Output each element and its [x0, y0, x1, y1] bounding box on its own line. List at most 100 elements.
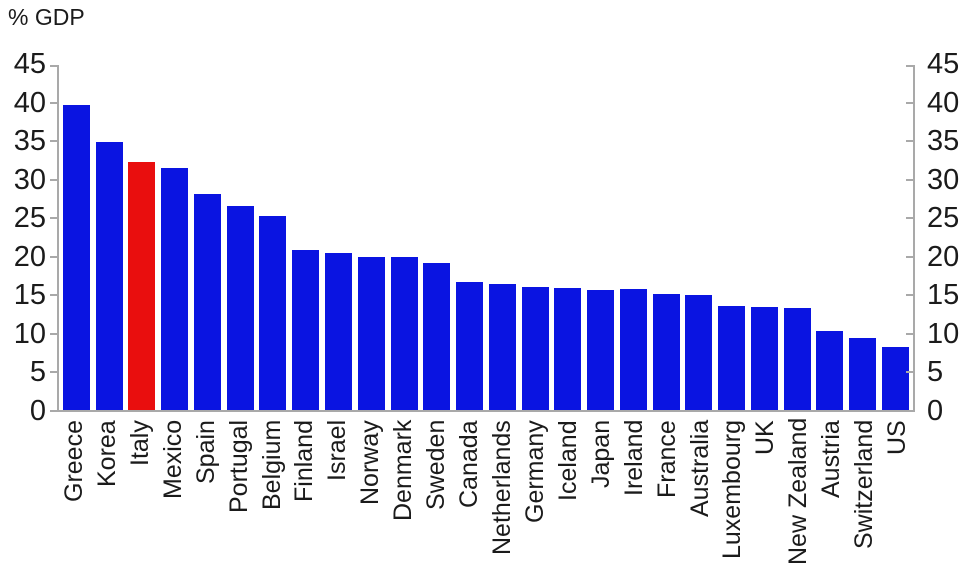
- x-axis-label-new-zealand: New Zealand: [784, 417, 813, 564]
- y-axis-tick-right: [906, 410, 913, 412]
- x-axis-label-greece: Greece: [60, 420, 88, 502]
- y-axis-tick-left: [50, 371, 57, 373]
- y-axis-label-left-5: 5: [29, 356, 46, 388]
- y-axis-label-right-35: 35: [927, 125, 960, 157]
- bar-slot-australia: [683, 295, 716, 410]
- x-axis-label-japan: Japan: [586, 420, 615, 489]
- x-axis-label-portugal: Portugal: [224, 420, 253, 514]
- y-axis-label-left-15: 15: [13, 279, 46, 311]
- bar-slot-new-zealand: [781, 308, 814, 410]
- x-axis-label-uk: UK: [751, 420, 780, 455]
- x-axis-label-korea: Korea: [92, 420, 121, 487]
- bar-germany: [521, 287, 549, 410]
- y-axis-label-left-45: 45: [13, 48, 46, 80]
- y-axis-tick-right: [906, 65, 913, 67]
- bar-korea: [95, 142, 123, 410]
- bar-spain: [193, 194, 221, 410]
- bar-slot-netherlands: [486, 284, 519, 410]
- bar-greece: [62, 105, 90, 410]
- x-axis-label-ireland: Ireland: [619, 420, 648, 497]
- y-axis-tick-left: [50, 179, 57, 181]
- bar-mexico: [161, 168, 189, 410]
- bar-iceland: [554, 288, 582, 410]
- x-axis-label-norway: Norway: [356, 420, 385, 505]
- bar-slot-ireland: [617, 289, 650, 410]
- bar-australia: [685, 295, 713, 410]
- bar-slot-sweden: [420, 263, 453, 410]
- y-axis-label-right-15: 15: [927, 279, 960, 311]
- y-axis-tick-left: [50, 102, 57, 104]
- y-axis-tick-right: [906, 102, 913, 104]
- x-axis-label-italy: Italy: [125, 420, 154, 466]
- y-axis-label-right-10: 10: [927, 318, 960, 350]
- chart-title: % GDP: [8, 4, 85, 30]
- y-axis-label-right-5: 5: [927, 356, 944, 388]
- bar-slot-canada: [453, 282, 486, 410]
- bar-norway: [357, 257, 385, 410]
- bar-slot-iceland: [551, 288, 584, 410]
- bar-canada: [456, 282, 484, 410]
- bar-slot-finland: [289, 250, 322, 410]
- bar-slot-france: [650, 294, 683, 410]
- x-axis-label-switzerland: Switzerland: [850, 420, 879, 550]
- x-axis-label-france: France: [652, 420, 681, 498]
- bar-slot-greece: [60, 105, 93, 410]
- y-axis-label-left-25: 25: [13, 202, 46, 234]
- x-axis-label-iceland: Iceland: [553, 420, 582, 501]
- bar-israel: [325, 253, 352, 410]
- x-axis-label-netherlands: Netherlands: [487, 420, 516, 555]
- x-axis-label-luxembourg: Luxembourg: [718, 420, 747, 559]
- y-axis-tick-right: [906, 333, 913, 335]
- bar-netherlands: [488, 284, 516, 410]
- bars-row: [59, 65, 913, 410]
- bar-slot-spain: [191, 194, 224, 410]
- x-axis-label-austria: Austria: [817, 420, 846, 498]
- y-axis-label-right-45: 45: [927, 48, 960, 80]
- bar-slot-japan: [584, 290, 617, 410]
- bar-italy: [128, 162, 156, 410]
- y-axis-label-right-30: 30: [927, 164, 960, 196]
- x-axis-labels: Greece Korea Italy Mexico Spain Portugal Belgi…: [57, 417, 915, 564]
- y-axis-tick-right: [906, 256, 913, 258]
- bar-slot-luxembourg: [715, 306, 748, 410]
- y-axis-tick-right: [906, 217, 913, 219]
- bar-japan: [587, 290, 615, 410]
- y-axis-tick-left: [50, 140, 57, 142]
- y-axis-tick-right: [906, 140, 913, 142]
- y-axis-label-left-35: 35: [13, 125, 46, 157]
- bar-portugal: [226, 206, 254, 410]
- bar-finland: [292, 250, 320, 410]
- x-axis-label-germany: Germany: [520, 420, 549, 523]
- x-axis-label-belgium: Belgium: [257, 420, 286, 511]
- bar-switzerland: [849, 338, 877, 410]
- bar-slot-mexico: [158, 168, 191, 410]
- bar-sweden: [423, 263, 451, 410]
- y-axis-label-left-40: 40: [13, 87, 46, 119]
- y-axis-tick-left: [50, 333, 57, 335]
- bar-slot-us: [879, 347, 912, 410]
- y-axis-tick-left: [50, 256, 57, 258]
- x-axis-label-mexico: Mexico: [158, 420, 187, 500]
- y-axis-tick-right: [906, 179, 913, 181]
- bar-france: [652, 294, 680, 410]
- bar-slot-germany: [519, 287, 552, 410]
- x-axis-label-finland: Finland: [290, 420, 319, 502]
- x-axis-label-sweden: Sweden: [422, 420, 451, 511]
- y-axis-label-left-20: 20: [13, 241, 46, 273]
- bar-slot-italy: [126, 162, 159, 410]
- y-axis-tick-left: [50, 410, 57, 412]
- y-axis-label-right-20: 20: [927, 241, 960, 273]
- bar-slot-portugal: [224, 206, 257, 410]
- x-axis-label-denmark: Denmark: [389, 420, 418, 522]
- x-axis-label-spain: Spain: [191, 420, 220, 484]
- bar-ireland: [619, 289, 647, 410]
- bar-new-zealand: [783, 308, 811, 410]
- y-axis-tick-right: [906, 294, 913, 296]
- y-axis-label-right-0: 0: [927, 395, 944, 427]
- y-axis-label-right-40: 40: [927, 87, 960, 119]
- x-axis-label-israel: Israel: [323, 420, 352, 482]
- bar-slot-israel: [322, 253, 355, 410]
- y-axis-tick-left: [50, 65, 57, 67]
- bar-slot-belgium: [257, 216, 290, 410]
